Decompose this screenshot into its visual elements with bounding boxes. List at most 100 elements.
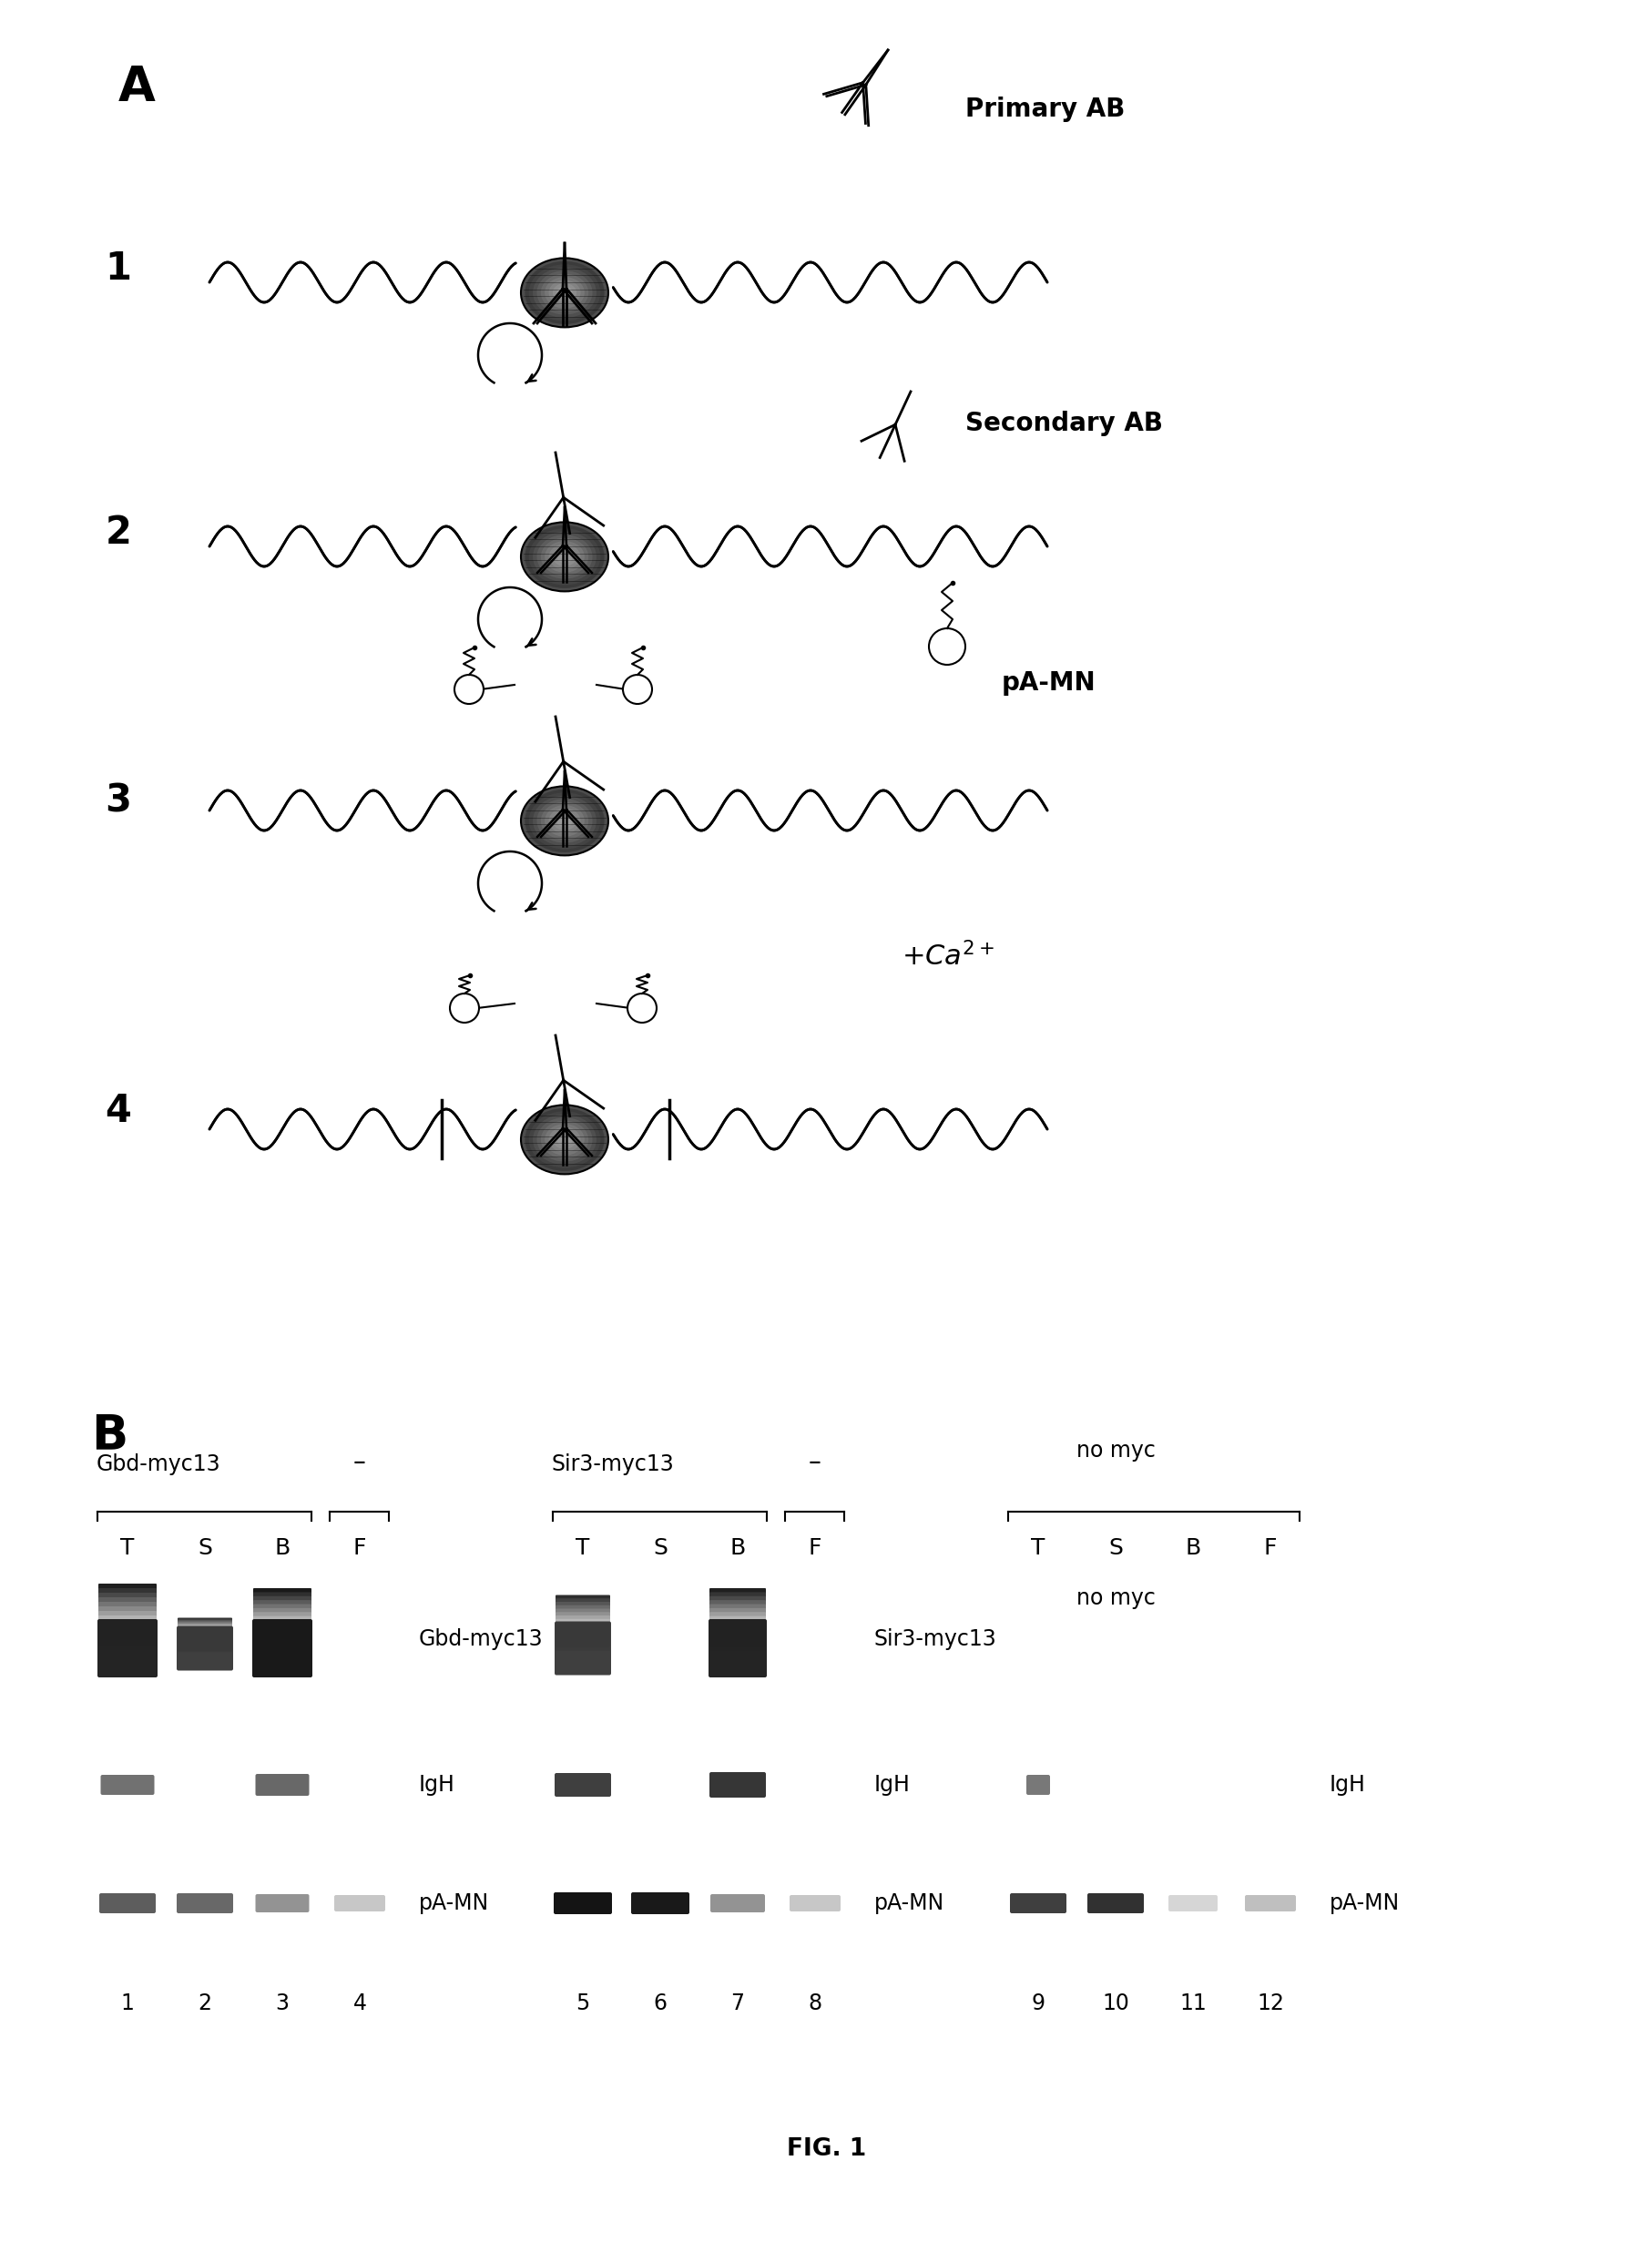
FancyBboxPatch shape	[177, 1623, 231, 1650]
Text: 4: 4	[352, 1993, 367, 2013]
Ellipse shape	[560, 1137, 568, 1143]
FancyBboxPatch shape	[709, 1612, 765, 1646]
Text: Gbd-myc13: Gbd-myc13	[418, 1628, 544, 1650]
Text: B: B	[730, 1538, 745, 1558]
Circle shape	[454, 675, 484, 704]
Ellipse shape	[548, 545, 580, 569]
Text: S: S	[653, 1538, 667, 1558]
FancyBboxPatch shape	[99, 1892, 155, 1912]
FancyBboxPatch shape	[97, 1619, 157, 1677]
Ellipse shape	[525, 1108, 605, 1170]
Ellipse shape	[537, 1117, 591, 1161]
FancyBboxPatch shape	[177, 1619, 231, 1646]
FancyBboxPatch shape	[256, 1773, 309, 1796]
Ellipse shape	[520, 258, 608, 327]
FancyBboxPatch shape	[709, 1592, 765, 1628]
Ellipse shape	[557, 1132, 572, 1146]
FancyBboxPatch shape	[1087, 1892, 1143, 1912]
Ellipse shape	[552, 812, 577, 830]
Ellipse shape	[525, 789, 605, 852]
Text: T: T	[121, 1538, 134, 1558]
Text: F: F	[1264, 1538, 1277, 1558]
Text: F: F	[354, 1538, 367, 1558]
Text: 3: 3	[276, 1993, 289, 2013]
FancyBboxPatch shape	[177, 1623, 231, 1648]
Ellipse shape	[532, 267, 596, 318]
FancyBboxPatch shape	[99, 1587, 157, 1623]
FancyBboxPatch shape	[253, 1592, 311, 1628]
FancyBboxPatch shape	[555, 1610, 610, 1641]
Text: Sir3-myc13: Sir3-myc13	[552, 1453, 674, 1475]
Ellipse shape	[548, 1128, 580, 1152]
Text: pA-MN: pA-MN	[874, 1892, 943, 1915]
Text: Gbd-myc13: Gbd-myc13	[96, 1453, 220, 1475]
Text: FIG. 1: FIG. 1	[786, 2137, 866, 2161]
FancyBboxPatch shape	[553, 1892, 611, 1915]
Circle shape	[449, 993, 479, 1022]
Circle shape	[928, 628, 965, 666]
Ellipse shape	[540, 1121, 588, 1159]
Text: T: T	[1031, 1538, 1044, 1558]
FancyBboxPatch shape	[99, 1592, 157, 1628]
Ellipse shape	[557, 814, 572, 827]
Text: Sir3-myc13: Sir3-myc13	[874, 1628, 996, 1650]
Text: 1: 1	[106, 249, 132, 287]
FancyBboxPatch shape	[555, 1601, 610, 1634]
FancyBboxPatch shape	[99, 1616, 157, 1650]
Ellipse shape	[552, 1130, 577, 1148]
Ellipse shape	[537, 536, 591, 578]
FancyBboxPatch shape	[709, 1587, 765, 1623]
FancyBboxPatch shape	[101, 1776, 154, 1796]
FancyBboxPatch shape	[709, 1608, 765, 1643]
Text: 2: 2	[106, 513, 132, 552]
Text: no myc: no myc	[1075, 1439, 1155, 1462]
Ellipse shape	[545, 805, 585, 836]
Text: 11: 11	[1180, 1993, 1206, 2013]
FancyBboxPatch shape	[709, 1601, 765, 1634]
Ellipse shape	[520, 787, 608, 856]
FancyBboxPatch shape	[256, 1894, 309, 1912]
Ellipse shape	[532, 796, 596, 845]
FancyBboxPatch shape	[790, 1894, 841, 1912]
FancyBboxPatch shape	[253, 1596, 311, 1630]
Ellipse shape	[548, 280, 580, 305]
Text: T: T	[575, 1538, 590, 1558]
Text: 9: 9	[1031, 1993, 1044, 2013]
FancyBboxPatch shape	[555, 1621, 611, 1675]
Text: B: B	[91, 1412, 127, 1460]
Circle shape	[623, 675, 651, 704]
FancyBboxPatch shape	[631, 1892, 689, 1915]
Text: 7: 7	[730, 1993, 743, 2013]
Text: pA-MN: pA-MN	[1001, 670, 1095, 695]
FancyBboxPatch shape	[253, 1608, 311, 1643]
FancyBboxPatch shape	[253, 1612, 311, 1646]
FancyBboxPatch shape	[555, 1612, 610, 1643]
Text: IgH: IgH	[1328, 1773, 1365, 1796]
Text: 4: 4	[106, 1092, 132, 1130]
FancyBboxPatch shape	[709, 1603, 765, 1639]
FancyBboxPatch shape	[555, 1599, 610, 1630]
Ellipse shape	[529, 265, 600, 321]
Text: S: S	[198, 1538, 211, 1558]
FancyBboxPatch shape	[555, 1605, 610, 1637]
Text: 10: 10	[1102, 1993, 1128, 2013]
FancyBboxPatch shape	[99, 1601, 157, 1637]
Ellipse shape	[552, 282, 577, 303]
Text: Secondary AB: Secondary AB	[965, 410, 1163, 437]
FancyBboxPatch shape	[1244, 1894, 1295, 1912]
FancyBboxPatch shape	[253, 1619, 312, 1677]
FancyBboxPatch shape	[1168, 1894, 1218, 1912]
Ellipse shape	[557, 552, 572, 563]
FancyBboxPatch shape	[555, 1619, 610, 1650]
Ellipse shape	[548, 809, 580, 834]
Ellipse shape	[525, 262, 605, 325]
Text: pA-MN: pA-MN	[418, 1892, 489, 1915]
Ellipse shape	[560, 554, 568, 560]
Ellipse shape	[552, 547, 577, 567]
FancyBboxPatch shape	[253, 1601, 311, 1634]
Ellipse shape	[520, 522, 608, 592]
FancyBboxPatch shape	[709, 1596, 765, 1630]
FancyBboxPatch shape	[555, 1616, 610, 1648]
FancyBboxPatch shape	[99, 1605, 157, 1641]
Text: pA-MN: pA-MN	[1328, 1892, 1399, 1915]
